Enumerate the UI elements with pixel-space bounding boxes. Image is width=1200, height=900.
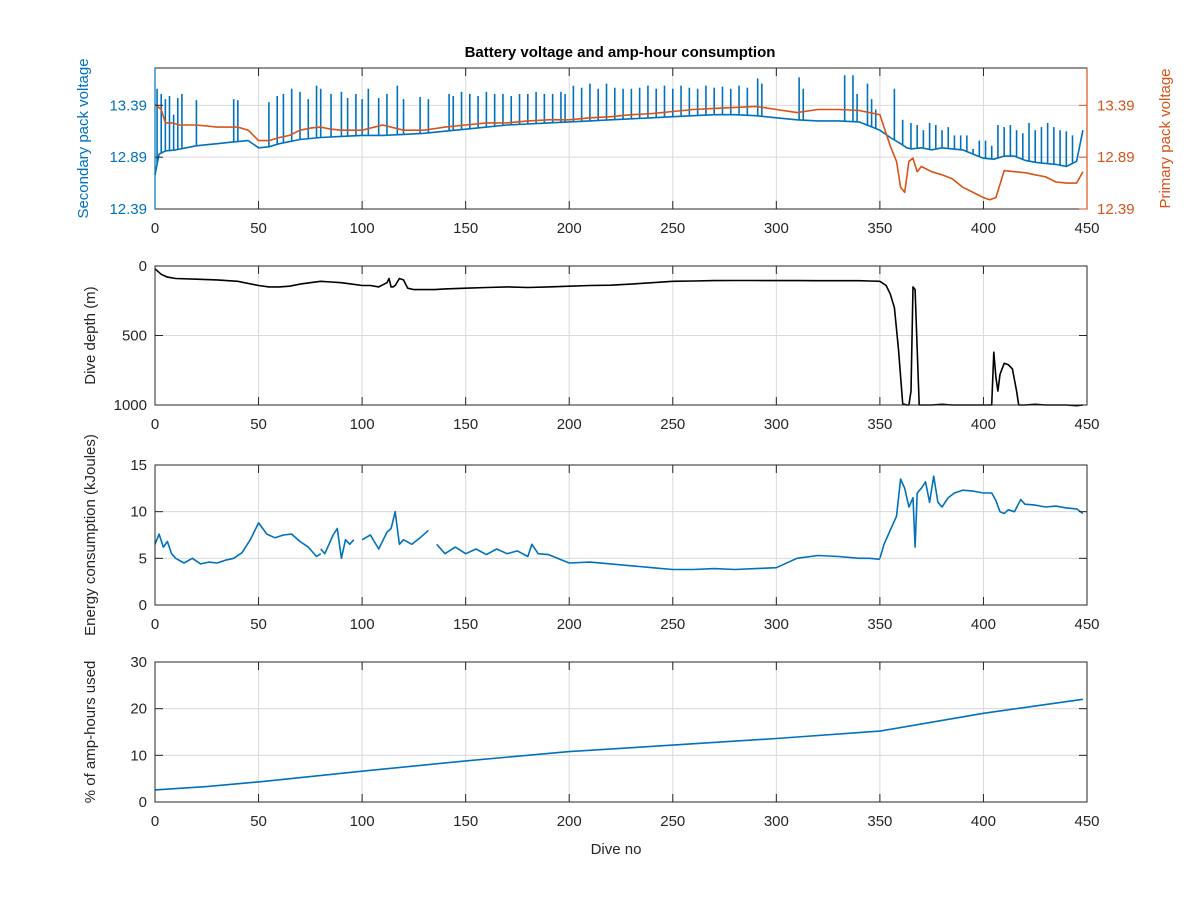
- y2-tick-label: 12.39: [1097, 201, 1135, 218]
- axes-box: [154, 661, 1088, 803]
- x-tick-label: 350: [867, 616, 892, 633]
- y-axis-label: Secondary pack voltage: [75, 58, 92, 218]
- x-tick-label: 0: [151, 416, 159, 433]
- x-tick-label: 400: [971, 416, 996, 433]
- y-axis-label: Dive depth (m): [82, 286, 99, 384]
- panel-3: 0 50 100 150 200 250 300 350 400 450 0 5 10 15 Energy …: [82, 434, 1100, 636]
- x-axis-label: Dive no: [591, 841, 642, 858]
- y-tick-label: 12.89: [109, 149, 147, 166]
- y-tick-label: 500: [122, 328, 147, 345]
- series-line: [361, 510, 429, 550]
- x-tick-label: 100: [350, 220, 375, 237]
- x-tick-label: 450: [1074, 220, 1099, 237]
- y-tick-label: 0: [139, 258, 147, 275]
- x-tick-label: 50: [250, 616, 267, 633]
- y-tick-label: 1000: [114, 397, 147, 414]
- x-tick-label: 0: [151, 616, 159, 633]
- x-tick-label: 100: [350, 416, 375, 433]
- x-tick-label: 150: [453, 813, 478, 830]
- y-tick-label: 0: [139, 597, 147, 614]
- x-tick-label: 50: [250, 220, 267, 237]
- series-line: [154, 698, 1084, 791]
- y2-axis-label: Primary pack voltage: [1157, 68, 1174, 208]
- panel-2: 0 50 100 150 200 250 300 350 400 450 0 500 1000 Dive …: [82, 258, 1100, 433]
- y-tick-label: 12.39: [109, 201, 147, 218]
- y-tick-label: 10: [130, 747, 147, 764]
- y-tick-label: 15: [130, 457, 147, 474]
- series-line: [436, 543, 880, 571]
- x-tick-label: 150: [453, 220, 478, 237]
- axes-box: [154, 464, 1088, 606]
- panel-4: 0 50 100 150 200 250 300 350 400 450 0 10 20 30 % of a…: [82, 654, 1100, 858]
- x-tick-label: 300: [764, 416, 789, 433]
- x-tick-label: 300: [764, 813, 789, 830]
- series-line: [879, 475, 1084, 559]
- x-tick-label: 50: [250, 813, 267, 830]
- x-tick-label: 450: [1074, 813, 1099, 830]
- x-tick-label: 450: [1074, 616, 1099, 633]
- x-tick-label: 100: [350, 813, 375, 830]
- y2-tick-label: 12.89: [1097, 149, 1135, 166]
- figure-title: Battery voltage and amp-hour consumption: [465, 44, 776, 61]
- x-tick-label: 400: [971, 220, 996, 237]
- series-line: [154, 113, 1084, 175]
- x-tick-label: 200: [557, 416, 582, 433]
- x-tick-label: 150: [453, 416, 478, 433]
- x-tick-label: 300: [764, 220, 789, 237]
- y-tick-label: 10: [130, 504, 147, 521]
- series-line: [154, 268, 1083, 407]
- x-tick-label: 200: [557, 220, 582, 237]
- panel-1: 0 50 100 150 200 250 300 350 400 450 12.39 12.89 13.…: [75, 58, 1174, 237]
- x-tick-label: 350: [867, 813, 892, 830]
- x-tick-label: 400: [971, 616, 996, 633]
- x-tick-label: 250: [660, 220, 685, 237]
- x-tick-label: 0: [151, 220, 159, 237]
- y-tick-label: 5: [139, 550, 147, 567]
- x-tick-label: 450: [1074, 416, 1099, 433]
- series-line: [154, 522, 322, 565]
- x-tick-label: 250: [660, 416, 685, 433]
- y-tick-label: 13.39: [109, 97, 147, 114]
- y-tick-label: 30: [130, 654, 147, 671]
- x-tick-label: 300: [764, 616, 789, 633]
- x-tick-label: 0: [151, 813, 159, 830]
- x-tick-label: 400: [971, 813, 996, 830]
- x-tick-label: 50: [250, 416, 267, 433]
- y2-tick-label: 13.39: [1097, 97, 1135, 114]
- x-tick-label: 250: [660, 813, 685, 830]
- x-tick-label: 250: [660, 616, 685, 633]
- x-tick-label: 200: [557, 813, 582, 830]
- x-tick-label: 200: [557, 616, 582, 633]
- y-tick-label: 0: [139, 794, 147, 811]
- x-tick-label: 100: [350, 616, 375, 633]
- y-tick-label: 20: [130, 701, 147, 718]
- x-tick-label: 350: [867, 416, 892, 433]
- y-axis-label: Energy consumption (kJoules): [82, 434, 99, 636]
- x-tick-label: 350: [867, 220, 892, 237]
- x-tick-label: 150: [453, 616, 478, 633]
- series-line: [154, 103, 1084, 201]
- series-line: [320, 527, 355, 560]
- y-axis-label: % of amp-hours used: [82, 661, 99, 804]
